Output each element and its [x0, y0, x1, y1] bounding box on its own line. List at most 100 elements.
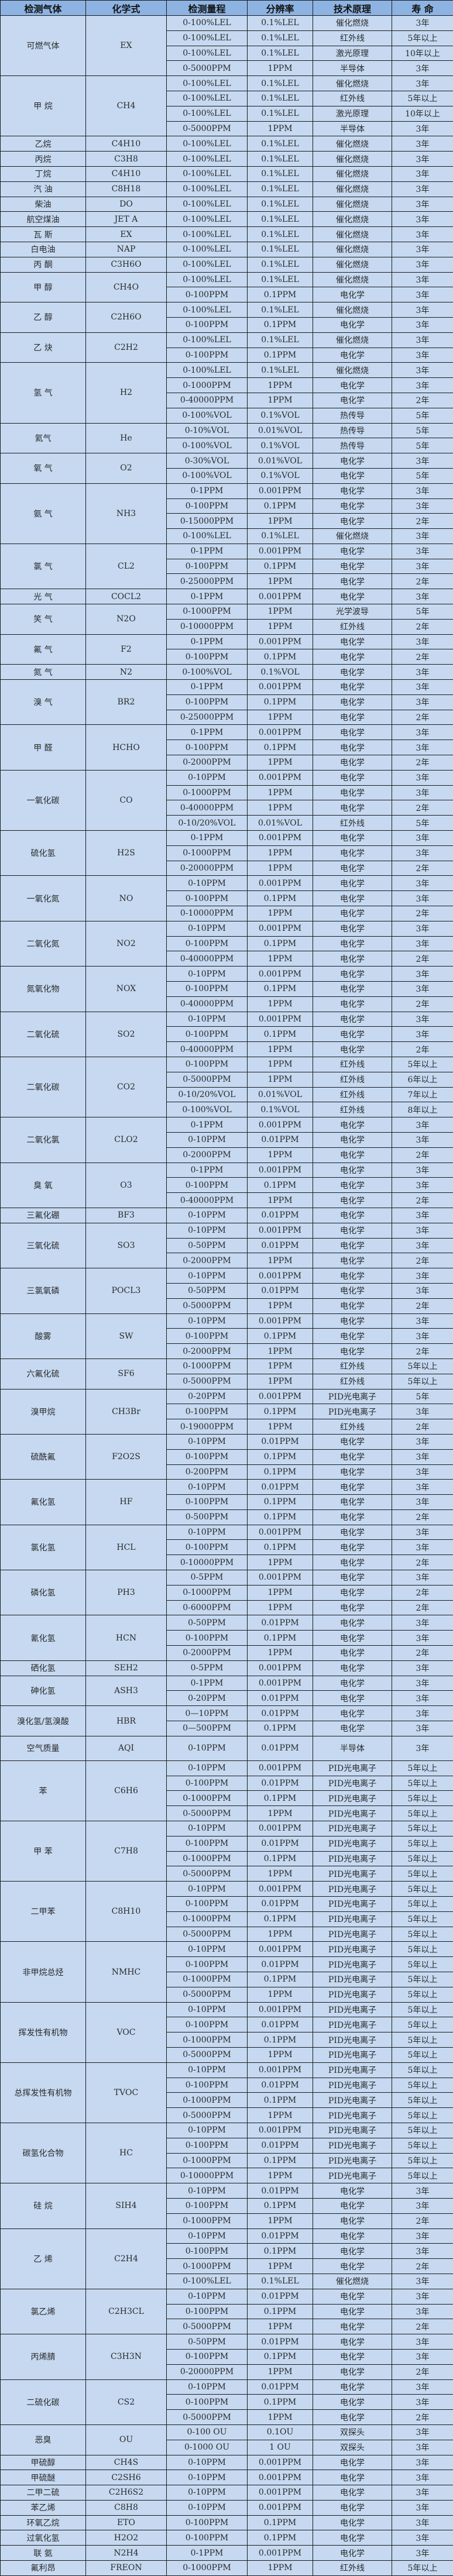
formula-cell: CO2 — [86, 1057, 167, 1117]
gas-name-cell: 氟 气 — [1, 634, 86, 665]
life-cell: 5年以上 — [392, 2017, 453, 2032]
life-cell: 5年以上 — [392, 2153, 453, 2168]
resolution-cell: 0.001PPM — [248, 2002, 313, 2017]
range-cell: 0-1000PPM — [167, 1911, 248, 1927]
principle-cell: 催化燃烧 — [313, 76, 392, 91]
formula-cell: COCL2 — [86, 589, 167, 604]
range-cell: 0-100PPM — [167, 1540, 248, 1555]
formula-cell: H2 — [86, 363, 167, 423]
formula-cell: TVOC — [86, 2062, 167, 2123]
range-cell: 0-1000 OU — [167, 2440, 248, 2455]
life-cell: 2年 — [392, 1193, 453, 1208]
life-cell: 2年 — [392, 1419, 453, 1435]
life-cell: 3年 — [392, 1480, 453, 1495]
principle-cell: PID光电离子 — [313, 1942, 392, 1957]
range-cell: 0-2000PPM — [167, 1253, 248, 1268]
life-cell: 3年 — [392, 936, 453, 951]
resolution-cell: 0.1%LEL — [248, 166, 313, 181]
principle-cell: 电化学 — [313, 831, 392, 846]
principle-cell: 电化学 — [313, 2304, 392, 2319]
life-cell: 3年 — [392, 302, 453, 318]
formula-cell: NAP — [86, 242, 167, 257]
life-cell: 2年 — [392, 2364, 453, 2379]
principle-cell: 电化学 — [313, 1117, 392, 1133]
life-cell: 3年 — [392, 544, 453, 559]
principle-cell: 电化学 — [313, 2244, 392, 2259]
life-cell: 5年以上 — [392, 2032, 453, 2048]
life-cell: 2年 — [392, 1555, 453, 1570]
resolution-cell: 1PPM — [248, 1927, 313, 1942]
life-cell: 3年 — [392, 2546, 453, 2561]
resolution-cell: 0.001PPM — [248, 1268, 313, 1284]
resolution-cell: 0.1OU — [248, 2424, 313, 2440]
formula-cell: C2H6O — [86, 302, 167, 333]
gas-name-cell: 甲硫醇 — [1, 2455, 86, 2470]
life-cell: 5年以上 — [392, 1836, 453, 1851]
principle-cell: 电化学 — [313, 2515, 392, 2530]
principle-cell: PID光电离子 — [313, 1927, 392, 1942]
principle-cell: 电化学 — [313, 1313, 392, 1329]
range-cell: 0-25000PPM — [167, 710, 248, 725]
principle-cell: 催化燃烧 — [313, 136, 392, 152]
range-cell: 0-10PPM — [167, 2002, 248, 2017]
range-cell: 0-1000PPM — [167, 845, 248, 861]
life-cell: 6年以上 — [392, 1072, 453, 1087]
gas-name-cell: 甲 醇 — [1, 272, 86, 302]
range-cell: 0-100PPM — [167, 2530, 248, 2546]
formula-cell: ASH3 — [86, 1676, 167, 1706]
range-cell: 0-100PPM — [167, 2395, 248, 2410]
principle-cell: 红外线 — [313, 30, 392, 46]
life-cell: 5年以上 — [392, 1957, 453, 1972]
resolution-cell: 1PPM — [248, 1072, 313, 1087]
resolution-cell: 1PPM — [248, 378, 313, 393]
resolution-cell: 0.1%LEL — [248, 16, 313, 31]
life-cell: 3年 — [392, 2274, 453, 2289]
principle-cell: 电化学 — [313, 2379, 392, 2395]
resolution-cell: 0.001PPM — [248, 2470, 313, 2485]
resolution-cell: 1PPM — [248, 1298, 313, 1313]
resolution-cell: 0.1PPM — [248, 1329, 313, 1344]
resolution-cell: 0.1PPM — [248, 2244, 313, 2259]
range-cell: 0-1PPM — [167, 1163, 248, 1178]
life-cell: 3年 — [392, 891, 453, 906]
life-cell: 5年 — [392, 408, 453, 423]
gas-name-cell: 乙 醇 — [1, 302, 86, 333]
formula-cell: EX — [86, 16, 167, 76]
life-cell: 5年以上 — [392, 1866, 453, 1882]
range-cell: 0-100PPM — [167, 1957, 248, 1972]
range-cell: 0-100PPM — [167, 891, 248, 906]
principle-cell: PID光电离子 — [313, 2138, 392, 2153]
formula-cell: BF3 — [86, 1208, 167, 1223]
life-cell: 5年以上 — [392, 1374, 453, 1389]
principle-cell: PID光电离子 — [313, 1806, 392, 1821]
principle-cell: 红外线 — [313, 2561, 392, 2576]
range-cell: 0-10PPM — [167, 2500, 248, 2515]
life-cell: 2年 — [392, 514, 453, 529]
range-cell: 0-100%LEL — [167, 106, 248, 121]
resolution-cell: 0.1%VOL — [248, 1102, 313, 1117]
resolution-cell: 1PPM — [248, 1987, 313, 2002]
range-cell: 0-100PPM — [167, 1404, 248, 1419]
principle-cell: 电化学 — [313, 2500, 392, 2515]
formula-cell: O2 — [86, 453, 167, 484]
resolution-cell: 0.1PPM — [248, 317, 313, 332]
principle-cell: 电化学 — [313, 1570, 392, 1586]
life-cell: 2年 — [392, 2259, 453, 2274]
formula-cell: CH4O — [86, 272, 167, 302]
principle-cell: 电化学 — [313, 1555, 392, 1570]
principle-cell: 电化学 — [313, 1329, 392, 1344]
resolution-cell: 0.1%LEL — [248, 332, 313, 348]
principle-cell: 电化学 — [313, 1721, 392, 1736]
principle-cell: 电化学 — [313, 1193, 392, 1208]
resolution-cell: 0.1PPM — [248, 2093, 313, 2108]
gas-name-cell: 挥发性有机物 — [1, 2002, 86, 2062]
